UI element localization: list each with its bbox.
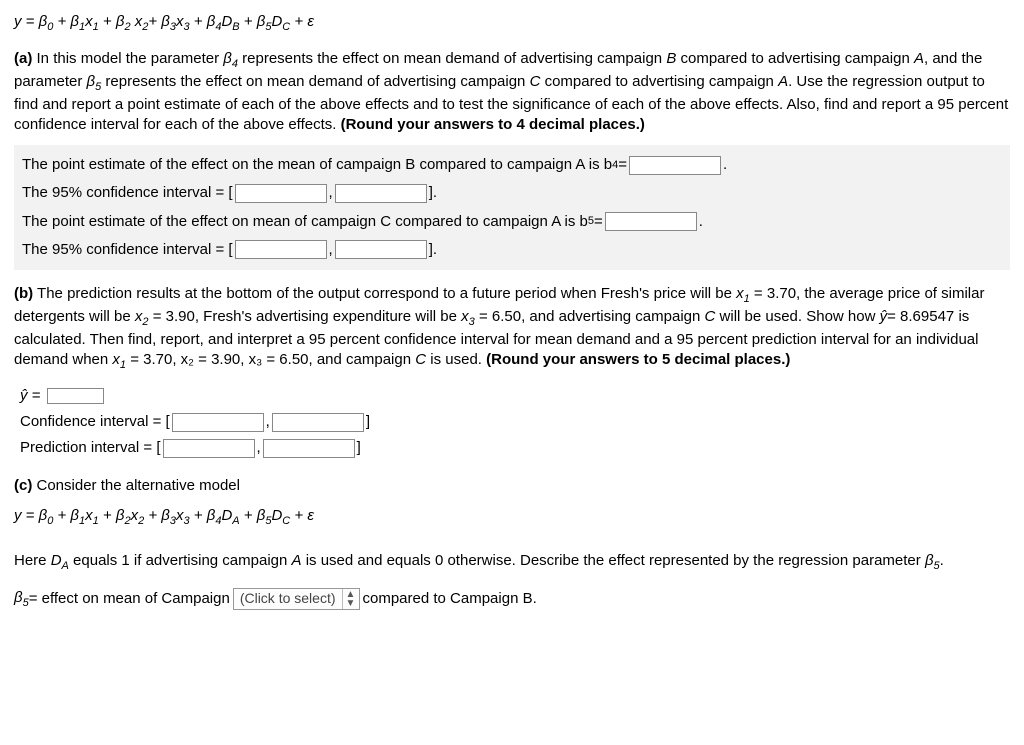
- answer-box-a: The point estimate of the effect on the …: [14, 145, 1010, 270]
- part-a-text: (a) In this model the parameter β4 repre…: [14, 49, 1010, 135]
- b4-estimate-label: The point estimate of the effect on the …: [22, 155, 612, 175]
- pi-label: Prediction interval = [: [20, 438, 161, 458]
- part-c-answer: β5 = effect on mean of Campaign (Click t…: [14, 584, 1010, 615]
- pi-low-input[interactable]: [163, 439, 255, 458]
- part-c-text: Here DA equals 1 if advertising campaign…: [14, 551, 1010, 574]
- b5-estimate-label: The point estimate of the effect on mean…: [22, 212, 588, 232]
- ci-b5-high-input[interactable]: [335, 240, 427, 259]
- ci-b5-low-input[interactable]: [235, 240, 327, 259]
- yhat-input[interactable]: [47, 388, 104, 404]
- ci-high-input[interactable]: [272, 413, 364, 432]
- alt-model-equation: y = β0 + β1x1 + β2x2 + β3x3 + β4DA + β5D…: [14, 506, 1010, 529]
- ci-b4-label: The 95% confidence interval = [: [22, 183, 233, 203]
- ci-b4-low-input[interactable]: [235, 184, 327, 203]
- select-placeholder: (Click to select): [240, 589, 336, 608]
- part-b-label: (b): [14, 285, 33, 302]
- ci-b4-high-input[interactable]: [335, 184, 427, 203]
- ci-label: Confidence interval = [: [20, 412, 170, 432]
- model-equation: y = β0 + β1x1 + β2 x2+ β3x3 + β4DB + β5D…: [14, 12, 1010, 35]
- pi-high-input[interactable]: [263, 439, 355, 458]
- part-a-label: (a): [14, 50, 32, 67]
- b4-estimate-input[interactable]: [629, 156, 721, 175]
- ci-b5-label: The 95% confidence interval = [: [22, 240, 233, 260]
- ci-low-input[interactable]: [172, 413, 264, 432]
- chevron-updown-icon: ▲▼: [342, 589, 359, 609]
- answer-box-b: ŷ = Confidence interval = [ , ] Predicti…: [20, 383, 1010, 462]
- yhat-label: ŷ =: [20, 386, 45, 406]
- part-c-label: (c): [14, 477, 32, 494]
- b5-estimate-input[interactable]: [605, 212, 697, 231]
- part-b-text: (b) The prediction results at the bottom…: [14, 284, 1010, 373]
- campaign-select[interactable]: (Click to select) ▲▼: [233, 588, 360, 610]
- part-c-intro: (c) Consider the alternative model: [14, 476, 1010, 496]
